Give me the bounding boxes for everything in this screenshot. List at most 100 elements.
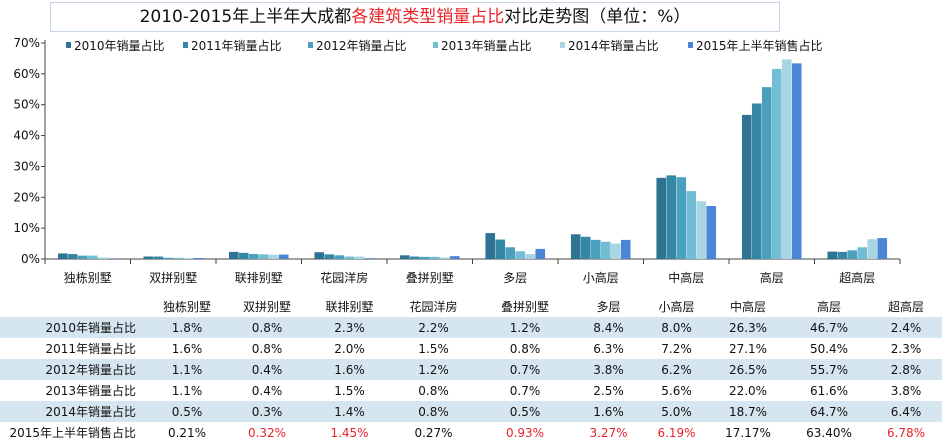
table-cell: 0.5% bbox=[150, 401, 224, 422]
chart-title: 2010-2015年上半年大成都各建筑类型销量占比对比走势图（单位：%） bbox=[50, 2, 780, 32]
table-row-label: 2013年销量占比 bbox=[45, 384, 136, 398]
bar bbox=[570, 234, 581, 259]
bar bbox=[676, 177, 687, 259]
table-header-cell: 高层 bbox=[788, 296, 870, 317]
bar bbox=[228, 251, 239, 259]
bar bbox=[495, 239, 506, 259]
bar bbox=[877, 238, 888, 259]
bar bbox=[791, 63, 802, 260]
table-cell: 0.8% bbox=[509, 341, 541, 356]
bar bbox=[238, 252, 249, 259]
title-suffix: 对比走势图（单位：%） bbox=[504, 7, 691, 27]
bar bbox=[57, 253, 68, 259]
table-cell: 1.2% bbox=[389, 359, 478, 380]
table-row: 2015年上半年销售占比 0.21% 0.32% 1.45% 0.27% 0.93% 3.2… bbox=[0, 422, 942, 443]
table-cell: 3.8% bbox=[890, 383, 922, 398]
table-cell: 2.0% bbox=[334, 341, 365, 356]
table-cell: 17.17% bbox=[725, 425, 771, 440]
bar bbox=[696, 201, 707, 259]
bar bbox=[107, 258, 118, 259]
table-header-cell: 联排别墅 bbox=[310, 296, 389, 317]
bar bbox=[409, 256, 420, 259]
table-cell: 2.5% bbox=[593, 383, 624, 398]
table-header-cell: 双拼别墅 bbox=[224, 296, 310, 317]
bar bbox=[193, 258, 204, 259]
bar bbox=[77, 255, 88, 259]
bar bbox=[485, 233, 496, 259]
legend-swatch bbox=[183, 42, 188, 48]
table-header-cell: 多层 bbox=[572, 296, 645, 317]
table-cell: 63.40% bbox=[806, 425, 852, 440]
y-tick-label: 10% bbox=[13, 221, 40, 235]
title-prefix: 2010-2015年上半年大成都 bbox=[139, 7, 352, 27]
title-highlight: 各建筑类型销量占比 bbox=[351, 7, 505, 27]
legend-swatch bbox=[433, 42, 438, 48]
table-row-label: 2010年销量占比 bbox=[0, 317, 150, 338]
table-cell: 0.8% bbox=[224, 317, 310, 338]
bar bbox=[364, 258, 375, 259]
bar bbox=[354, 256, 365, 259]
table-cell: 1.5% bbox=[418, 341, 449, 356]
y-tick-label: 50% bbox=[13, 98, 40, 112]
table-row-label: 2011年销量占比 bbox=[45, 342, 136, 356]
table-cell: 0.93% bbox=[505, 425, 545, 440]
bar bbox=[837, 251, 848, 259]
table-cell: 2.3% bbox=[890, 341, 922, 356]
table-header-cell: 独栋别墅 bbox=[150, 296, 224, 317]
table-cell: 0.7% bbox=[478, 359, 572, 380]
bar bbox=[399, 255, 410, 259]
table-row-label: 2014年销量占比 bbox=[0, 401, 150, 422]
table-cell: 1.6% bbox=[171, 341, 203, 356]
bar bbox=[334, 255, 345, 259]
table-row-label: 2015年上半年销售占比 bbox=[9, 426, 136, 440]
x-tick-label: 超高层 bbox=[839, 270, 875, 285]
table-cell: 1.2% bbox=[478, 317, 572, 338]
table-cell: 1.1% bbox=[150, 359, 224, 380]
bar bbox=[781, 59, 792, 259]
table-cell: 6.78% bbox=[886, 425, 926, 440]
table-cell: 1.4% bbox=[310, 401, 389, 422]
table-cell: 0.7% bbox=[509, 383, 541, 398]
table-cell: 6.4% bbox=[870, 401, 942, 422]
table-header-row: 独栋别墅 双拼别墅 联排别墅 花园洋房 叠拼别墅 多层 小高层 中高层 高层 超高层 bbox=[0, 296, 942, 317]
table-cell: 3.27% bbox=[589, 425, 628, 440]
y-tick-label: 30% bbox=[13, 159, 40, 173]
bar bbox=[344, 256, 355, 259]
table-row: 2010年销量占比 1.8% 0.8% 2.3% 2.2% 1.2% 8.4% 8.0% 26.… bbox=[0, 317, 942, 338]
table-cell: 6.19% bbox=[657, 425, 696, 440]
legend-label: 2012年销量占比 bbox=[316, 38, 407, 53]
table-cell: 18.7% bbox=[708, 401, 788, 422]
table-header-cell: 叠拼别墅 bbox=[478, 296, 572, 317]
bar bbox=[525, 254, 536, 259]
table-cell: 0.3% bbox=[224, 401, 310, 422]
legend-swatch bbox=[308, 42, 313, 48]
table-header-cell: 超高层 bbox=[870, 296, 942, 317]
table-row: 2014年销量占比 0.5% 0.3% 1.4% 0.8% 0.5% 1.6% 5.0% 18.… bbox=[0, 401, 942, 422]
bar bbox=[449, 256, 460, 259]
bar bbox=[143, 256, 154, 259]
bar bbox=[429, 256, 440, 259]
bar bbox=[590, 239, 601, 259]
table-header-cell: 小高层 bbox=[645, 296, 708, 317]
table-header-cell: 花园洋房 bbox=[389, 296, 478, 317]
table-cell: 2.8% bbox=[870, 359, 942, 380]
table-cell: 0.4% bbox=[224, 359, 310, 380]
x-tick-label: 多层 bbox=[503, 271, 527, 285]
y-tick-label: 60% bbox=[13, 67, 40, 81]
bar bbox=[324, 254, 335, 259]
table-cell: 1.6% bbox=[310, 359, 389, 380]
x-tick-label: 小高层 bbox=[583, 270, 619, 285]
y-tick-label: 20% bbox=[13, 190, 40, 204]
bar-chart: 0% 10% 20% 30% 40% 50% 60% 70% 独栋别墅 双拼别墅 联排别墅 花园洋房 叠… bbox=[13, 36, 901, 285]
bar bbox=[610, 243, 621, 259]
bar bbox=[314, 252, 325, 259]
bar bbox=[751, 103, 762, 259]
table-cell: 0.27% bbox=[414, 425, 453, 440]
table-cell: 1.1% bbox=[171, 383, 203, 398]
table-cell: 26.5% bbox=[708, 359, 788, 380]
bar bbox=[97, 257, 108, 259]
x-tick-label: 双拼别墅 bbox=[149, 271, 197, 285]
table-cell: 55.7% bbox=[788, 359, 870, 380]
bar bbox=[278, 254, 289, 259]
table-cell: 7.2% bbox=[661, 341, 692, 356]
